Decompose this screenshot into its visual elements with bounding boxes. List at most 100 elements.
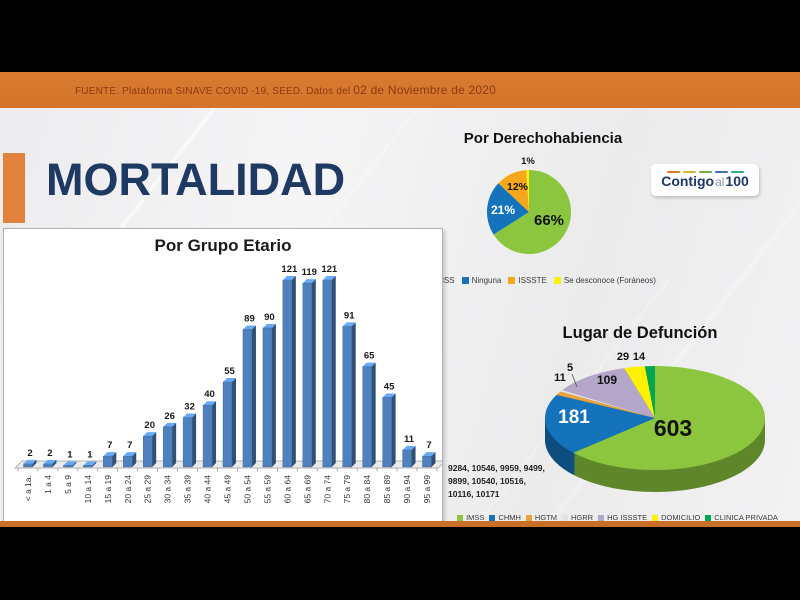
bar-side-face bbox=[212, 401, 217, 467]
bar-category-label: 5 a 9 bbox=[63, 475, 73, 494]
bar bbox=[43, 463, 53, 468]
bar-value-label: 55 bbox=[224, 366, 235, 377]
bar-side-face bbox=[92, 461, 97, 467]
label-leader-line bbox=[571, 373, 578, 388]
bar-category-label: < a 1a. bbox=[23, 475, 33, 501]
bar-top-face bbox=[123, 452, 137, 457]
pie-slice bbox=[573, 366, 765, 470]
bar-value-label: 11 bbox=[404, 434, 415, 445]
legend-swatch bbox=[705, 514, 712, 521]
pie-lugar-defuncion-note: 9284, 10546, 9959, 9499, 9899, 10540, 10… bbox=[448, 463, 545, 499]
legend-label: HG ISSSTE bbox=[607, 513, 648, 521]
bar-side-face bbox=[192, 413, 197, 467]
logo-dash bbox=[730, 170, 744, 174]
pie-derechohabiencia-section: Por Derechohabiencia 66% 21% 12% 1% IMSS Nin… bbox=[425, 130, 656, 305]
bar-top-face bbox=[282, 276, 296, 281]
page-title: MORTALIDAD bbox=[46, 154, 346, 205]
source-date: 02 de Noviembre de 2020 bbox=[353, 83, 496, 97]
bar-top-face bbox=[362, 362, 376, 367]
pie-lugar-defuncion-section: 603 181 109 29 14 5 11 Lugar de Defunción 9284… bbox=[440, 310, 800, 521]
pie-derechohabiencia-legend: IMSS Ninguna ISSSTE Se desconoce (Foráneos) bbox=[425, 276, 663, 285]
bar-value-label: 7 bbox=[426, 440, 431, 451]
bar-top-face bbox=[422, 452, 436, 457]
bar-value-label: 89 bbox=[244, 313, 255, 324]
bar bbox=[182, 417, 193, 468]
pie-lugar-defuncion-legend: IMSS CHMH HGTM HGRR HG ISSSTE DOMICILIO CLINIC… bbox=[440, 513, 800, 521]
bar-category-label: 1 a 4 bbox=[43, 475, 53, 494]
pie-slice bbox=[562, 368, 655, 418]
bar-category-label: 45 a 49 bbox=[223, 475, 233, 504]
legend-item: HGRR bbox=[562, 513, 593, 521]
slide-body: MORTALIDAD Por Derechohabiencia 66% 21% 12… bbox=[0, 108, 800, 521]
logo-dashes bbox=[666, 170, 744, 174]
bar bbox=[162, 426, 173, 468]
title-accent-rect bbox=[3, 153, 25, 223]
bar-side-face bbox=[411, 446, 416, 467]
legend-swatch bbox=[598, 514, 605, 521]
bar bbox=[322, 279, 332, 468]
bar-top-face bbox=[163, 422, 177, 427]
pie-derechohabiencia-chart: 66% 21% 12% 1% bbox=[487, 156, 572, 254]
bar-value-label: 121 bbox=[321, 264, 338, 275]
bar-value-label: 90 bbox=[264, 312, 275, 323]
bar-category-label: 65 a 69 bbox=[302, 475, 312, 504]
pie-slice bbox=[487, 183, 529, 235]
bar-side-face bbox=[132, 452, 137, 467]
pie-value-label: 109 bbox=[597, 373, 617, 387]
legend-label: CHMH bbox=[498, 513, 521, 521]
legend-label: Se desconoce (Foráneos) bbox=[563, 276, 656, 285]
bar bbox=[202, 404, 213, 468]
bar-value-label: 32 bbox=[184, 402, 195, 413]
bar bbox=[83, 465, 93, 468]
bar-side-face bbox=[172, 422, 177, 467]
bar-top-face bbox=[183, 413, 197, 418]
bar bbox=[282, 279, 293, 468]
bar bbox=[123, 455, 133, 468]
pie-slice bbox=[556, 391, 655, 418]
legend-item: ISSSTE bbox=[508, 276, 547, 285]
pie-value-label: 11 bbox=[554, 372, 566, 384]
source-prefix: FUENTE. Plataforma SINAVE COVID -19, SEE… bbox=[75, 86, 354, 97]
bar bbox=[382, 397, 392, 468]
bar-category-label: 15 a 19 bbox=[103, 475, 113, 504]
bar-value-label: 7 bbox=[107, 440, 112, 451]
pie-value-label: 29 bbox=[617, 351, 629, 363]
pie-value-label: 603 bbox=[654, 415, 692, 441]
bar-value-label: 2 bbox=[47, 448, 52, 459]
legend-swatch bbox=[457, 514, 464, 521]
legend-label: ISSSTE bbox=[518, 276, 547, 285]
bar-category-label: 50 a 54 bbox=[242, 475, 252, 504]
bar-value-label: 91 bbox=[344, 310, 355, 321]
bar bbox=[302, 282, 312, 468]
legend-label: Ninguna bbox=[471, 276, 502, 285]
bar-side-face bbox=[271, 323, 276, 467]
pie-slice bbox=[493, 170, 572, 254]
bar-category-label: 40 a 44 bbox=[203, 475, 213, 504]
legend-label: HGRR bbox=[571, 513, 594, 521]
bar-side-face bbox=[311, 279, 316, 467]
legend-item: IMSS bbox=[457, 513, 484, 521]
legend-swatch bbox=[525, 514, 532, 521]
bar-side-face bbox=[72, 461, 77, 467]
legend-swatch bbox=[489, 514, 496, 521]
bar-side-face bbox=[152, 432, 157, 467]
legend-swatch bbox=[461, 277, 469, 284]
logo-contigo-al-100: Contigoal100 bbox=[651, 164, 759, 196]
legend-item: Se desconoce (Foráneos) bbox=[553, 276, 656, 285]
pie-value-label: 14 bbox=[633, 351, 646, 363]
bar-category-label: 80 a 84 bbox=[362, 475, 372, 504]
bar-category-label: 85 a 89 bbox=[382, 475, 392, 504]
source-text: FUENTE. Plataforma SINAVE COVID -19, SEE… bbox=[0, 83, 496, 97]
legend-swatch bbox=[553, 277, 561, 284]
bar-value-label: 121 bbox=[281, 264, 298, 275]
legend-label: IMSS bbox=[466, 513, 485, 521]
bar bbox=[262, 327, 273, 468]
legend-item: HG ISSSTE bbox=[598, 513, 647, 521]
bar-side-face bbox=[331, 276, 336, 467]
bar-top-face bbox=[242, 325, 256, 330]
bar-top-face bbox=[63, 461, 77, 466]
bar-top-face bbox=[43, 459, 57, 464]
pie-percent-label: 66% bbox=[534, 212, 564, 229]
bar-top-face bbox=[23, 459, 37, 464]
bottom-orange-strip bbox=[0, 521, 800, 527]
